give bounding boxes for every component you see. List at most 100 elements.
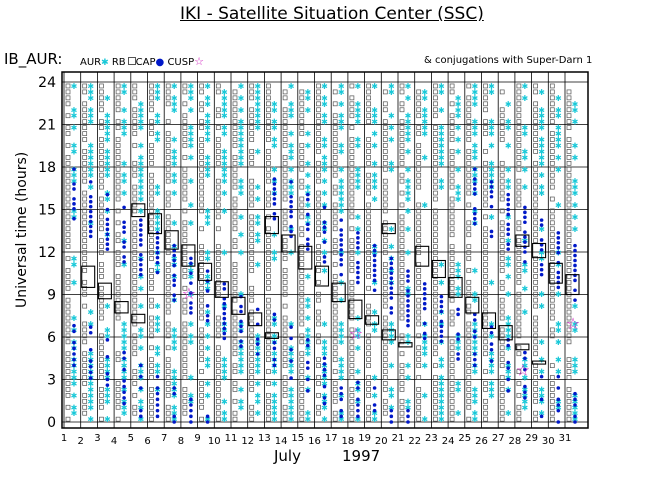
cap-marker — [88, 224, 93, 229]
cap-marker — [539, 238, 544, 242]
cap-marker — [372, 243, 377, 248]
rb-marker — [549, 178, 555, 184]
cap-marker — [255, 307, 260, 312]
aur-marker: ✱ — [137, 415, 144, 424]
rb-marker — [449, 321, 455, 327]
rb-marker — [433, 398, 438, 404]
rb-marker — [182, 125, 188, 130]
aur-marker: ✱ — [204, 82, 211, 91]
rb-marker — [549, 285, 555, 291]
cap-marker — [155, 236, 160, 240]
rb-marker — [499, 309, 505, 315]
aur-marker: ✱ — [421, 391, 428, 400]
rb-marker — [282, 291, 288, 297]
aur-marker: ✱ — [271, 231, 278, 240]
rb-marker — [483, 309, 488, 315]
rb-marker — [499, 190, 505, 196]
rb-marker — [332, 381, 338, 386]
rb-marker — [516, 160, 522, 166]
aur-marker: ✱ — [254, 231, 261, 240]
rb-marker — [332, 351, 338, 357]
rb-marker — [499, 387, 505, 392]
aur-marker: ✱ — [204, 415, 211, 424]
cap-marker — [556, 397, 561, 402]
aur-marker: ✱ — [455, 379, 462, 388]
cap-marker — [422, 282, 427, 286]
rb-marker — [115, 125, 121, 130]
rb-marker — [316, 131, 321, 136]
aur-marker: ✱ — [555, 290, 562, 299]
rb-marker — [182, 375, 188, 380]
rb-marker — [232, 89, 238, 95]
rb-marker — [516, 309, 522, 315]
rb-marker — [115, 279, 121, 285]
rb-marker — [566, 339, 572, 345]
rb-marker — [382, 410, 388, 416]
aur-marker: ✱ — [471, 391, 478, 400]
rb-marker — [299, 309, 305, 315]
rb-marker — [282, 285, 288, 291]
rb-marker — [215, 375, 221, 380]
rb-marker — [82, 339, 88, 345]
aur-marker: ✱ — [137, 385, 144, 394]
cap-marker — [372, 408, 377, 413]
aur-marker: ✱ — [488, 159, 495, 168]
aur-marker: ✱ — [204, 213, 211, 222]
aur-marker: ✱ — [171, 338, 178, 347]
x-tick-label: 15 — [291, 433, 304, 444]
rb-marker — [299, 351, 305, 357]
aur-marker: ✱ — [522, 147, 529, 156]
aur-marker: ✱ — [137, 302, 144, 311]
rb-marker — [366, 83, 371, 89]
rb-marker — [232, 119, 238, 125]
aur-marker: ✱ — [87, 385, 94, 394]
cap-marker — [239, 344, 243, 349]
aur-marker: ✱ — [238, 320, 245, 329]
rb-marker — [433, 89, 438, 95]
rb-marker — [416, 155, 422, 160]
aur-marker: ✱ — [505, 326, 512, 335]
cap-marker — [272, 202, 277, 206]
rb-marker — [266, 172, 271, 178]
cusp-marker: ☆ — [566, 314, 580, 333]
rb-marker — [382, 321, 388, 327]
aur-marker: ✱ — [371, 278, 378, 287]
rb-marker — [533, 125, 538, 130]
rb-marker — [232, 208, 238, 214]
aur-marker: ✱ — [137, 195, 144, 204]
aur-marker: ✱ — [471, 415, 478, 424]
rb-marker — [516, 410, 522, 416]
rb-marker — [182, 404, 188, 410]
aur-marker: ✱ — [254, 88, 261, 97]
aur-marker: ✱ — [321, 189, 328, 198]
aur-marker: ✱ — [254, 332, 261, 341]
aur-marker: ✱ — [555, 112, 562, 121]
aur-marker: ✱ — [538, 183, 545, 192]
rb-marker — [282, 178, 288, 184]
rb-marker — [99, 268, 104, 273]
rb-marker — [349, 285, 355, 291]
cap-marker — [406, 304, 410, 308]
aur-marker: ✱ — [288, 153, 295, 162]
aur-marker: ✱ — [104, 207, 111, 216]
rb-marker — [132, 107, 138, 113]
cap-marker — [523, 260, 527, 264]
rb-marker — [249, 125, 255, 130]
rb-marker — [433, 256, 438, 261]
rb-marker — [199, 202, 204, 208]
rb-marker — [399, 303, 405, 309]
cap-marker — [356, 240, 360, 245]
x-tick-label: 28 — [509, 436, 522, 447]
cap-marker — [222, 301, 227, 306]
rb-marker — [466, 256, 472, 261]
aur-marker: ✱ — [288, 147, 295, 156]
rb-marker — [199, 83, 204, 89]
aur-marker: ✱ — [121, 260, 128, 269]
rb-marker — [282, 95, 288, 101]
cap-marker — [573, 420, 577, 424]
rb-marker — [82, 232, 88, 238]
aur-marker: ✱ — [488, 368, 495, 377]
rb-marker — [82, 226, 88, 232]
aur-marker: ✱ — [371, 326, 378, 335]
aur-marker: ✱ — [371, 409, 378, 418]
